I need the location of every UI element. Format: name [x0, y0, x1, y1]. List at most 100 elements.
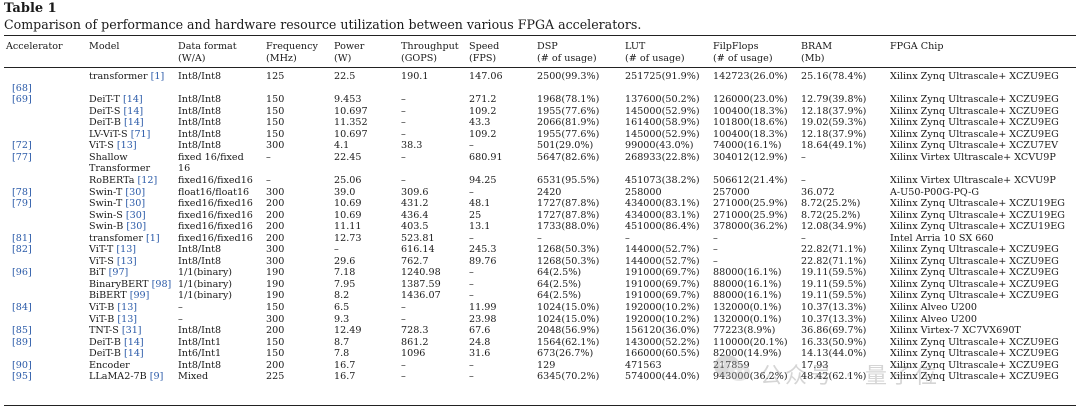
- cell-fpga-chip: Xilinx Zynq Ultrascale+ XCZU9EG: [890, 71, 1059, 82]
- cell-dsp: 2420: [537, 186, 562, 198]
- accelerator-citation-link[interactable]: [77]: [12, 151, 32, 163]
- model-name: DeiT-B: [89, 348, 121, 360]
- cell-lut: 268933(22.8%): [625, 151, 700, 163]
- cell-throughput: –: [401, 151, 406, 163]
- model-citation-link[interactable]: [13]: [116, 244, 137, 256]
- cell-bram: 16.33(50.9%): [801, 336, 867, 348]
- accelerator-citation-link[interactable]: [78]: [12, 186, 32, 198]
- table-row: ViT-B [13] – 300 9.3 – 23.98 1024(15.0%) 192000…: [0, 314, 1080, 326]
- cell-data-format: fixed16/fixed16: [178, 221, 253, 233]
- header-text: Data format: [178, 41, 237, 52]
- cell-dsp: 2066(81.9%): [537, 117, 600, 129]
- model-citation-link[interactable]: [30]: [125, 186, 146, 198]
- cell-fpga-chip: Xilinx Zynq Ultrascale+ XCZU9EG: [890, 267, 1059, 279]
- accelerator-citation-link[interactable]: [79]: [12, 198, 32, 210]
- model-name: transformer: [89, 71, 148, 82]
- model-citation-link[interactable]: [14]: [123, 336, 144, 348]
- table-label: Table 1: [4, 1, 57, 16]
- model-name: ViT-B: [89, 313, 115, 325]
- cell-fpga-chip: Xilinx Zynq Ultrascale+ XCZU9EG: [890, 348, 1059, 360]
- model-citation-link[interactable]: [13]: [116, 255, 137, 267]
- accelerator-citation-link[interactable]: [81]: [12, 232, 32, 244]
- cell-throughput: –: [401, 105, 406, 117]
- cell-speed: –: [469, 371, 474, 383]
- cell-frequency: 150: [266, 105, 285, 117]
- cell-model: ViT-T [13]: [89, 244, 136, 256]
- cell-model: TNT-S [31]: [89, 325, 142, 337]
- accelerator-citation-link[interactable]: [68]: [12, 82, 32, 94]
- accelerator-citation-link[interactable]: [90]: [12, 359, 32, 371]
- cell-data-format: –: [178, 302, 183, 313]
- model-citation-link[interactable]: [1]: [150, 71, 165, 82]
- accelerator-citation-link[interactable]: [89]: [12, 336, 32, 348]
- cell-flipflops: 378000(36.2%): [713, 221, 788, 233]
- cell-dsp: 1733(88.0%): [537, 221, 600, 233]
- cell-model: Swin-S [30]: [89, 210, 146, 222]
- model-name: Swin-B: [89, 221, 124, 233]
- model-citation-link[interactable]: [13]: [117, 313, 138, 325]
- cell-model: Shallow: [89, 152, 128, 164]
- cell-frequency: –: [266, 151, 271, 163]
- model-citation-link[interactable]: [13]: [116, 140, 137, 152]
- header-dsp: DSP (# of usage): [537, 41, 597, 64]
- model-citation-link[interactable]: [97]: [108, 267, 129, 279]
- model-name: RoBERTa: [89, 174, 135, 186]
- cell-throughput: 762.7: [401, 255, 429, 267]
- cell-bram: –: [801, 232, 806, 244]
- cell-fpga-chip: Xilinx Zynq Ultrascale+ XCZU9EG: [890, 371, 1059, 383]
- cell-lut: 99000(43.0%): [625, 140, 694, 152]
- header-unit: (# of usage): [713, 52, 773, 64]
- cell-power: 11.352: [334, 117, 368, 129]
- cell-flipflops: 100400(18.3%): [713, 128, 788, 140]
- cell-model: DeiT-S [14]: [89, 106, 143, 118]
- model-citation-link[interactable]: [30]: [125, 198, 146, 210]
- model-citation-link[interactable]: [30]: [126, 221, 147, 233]
- model-citation-link[interactable]: [30]: [125, 209, 146, 221]
- model-citation-link[interactable]: [1]: [146, 232, 160, 244]
- header-model: Model: [89, 41, 120, 53]
- accelerator-citation-link[interactable]: [85]: [12, 325, 32, 337]
- accelerator-citation-link[interactable]: [82]: [12, 244, 32, 256]
- cell-speed: 245.3: [469, 244, 497, 256]
- cell-data-format: fixed 16/fixed: [178, 151, 244, 163]
- model-citation-link[interactable]: [14]: [123, 105, 144, 117]
- accelerator-citation-link[interactable]: [84]: [12, 302, 32, 313]
- model-citation-link[interactable]: [9]: [149, 371, 164, 383]
- cell-speed: 23.98: [469, 313, 497, 325]
- model-citation-link[interactable]: [98]: [151, 278, 172, 290]
- cell-data-format: 1/1(binary): [178, 278, 233, 290]
- cell-bram: 17.93: [801, 359, 829, 371]
- cell-speed: 147.06: [469, 71, 503, 82]
- model-name: ViT-S: [89, 255, 114, 267]
- model-citation-link[interactable]: [14]: [123, 117, 144, 129]
- model-citation-link[interactable]: [14]: [122, 94, 143, 106]
- model-citation-link[interactable]: [71]: [130, 128, 151, 140]
- cell-frequency: 150: [266, 94, 285, 106]
- top-rule: [4, 35, 1076, 37]
- cell-throughput: –: [401, 359, 406, 371]
- model-citation-link[interactable]: [14]: [123, 348, 144, 360]
- cell-data-format: Int8/Int8: [178, 128, 222, 140]
- cell-frequency: 200: [266, 198, 285, 210]
- cell-fpga-chip: Xilinx Zynq Ultrascale+ XCZU9EG: [890, 244, 1059, 256]
- accelerator-citation-link[interactable]: [95]: [12, 371, 32, 383]
- cell-throughput: –: [401, 371, 406, 383]
- accelerator-citation-link[interactable]: [69]: [12, 94, 32, 106]
- header-unit: (Mb): [801, 52, 825, 64]
- cell-data-format: 1/1(binary): [178, 267, 233, 279]
- model-citation-link[interactable]: [13]: [117, 302, 138, 313]
- model-citation-link[interactable]: [99]: [129, 290, 150, 302]
- accelerator-citation-link[interactable]: [72]: [12, 140, 32, 152]
- header-text: Accelerator: [6, 41, 63, 52]
- model-citation-link[interactable]: [31]: [121, 325, 142, 337]
- cell-dsp: –: [537, 232, 542, 244]
- cell-lut: 258000: [625, 186, 662, 198]
- accelerator-citation-link[interactable]: [96]: [12, 267, 32, 279]
- table-row: [81] transfomer [1] fixed16/fixed16 200 12.7…: [0, 233, 1080, 245]
- model-name: Swin-T: [89, 186, 123, 198]
- model-name: BiT: [89, 267, 106, 279]
- cell-power: 10.697: [334, 128, 368, 140]
- model-citation-link[interactable]: [12]: [137, 174, 158, 186]
- cell-fpga-chip: Xilinx Zynq Ultrascale+ XCZU9EG: [890, 290, 1059, 302]
